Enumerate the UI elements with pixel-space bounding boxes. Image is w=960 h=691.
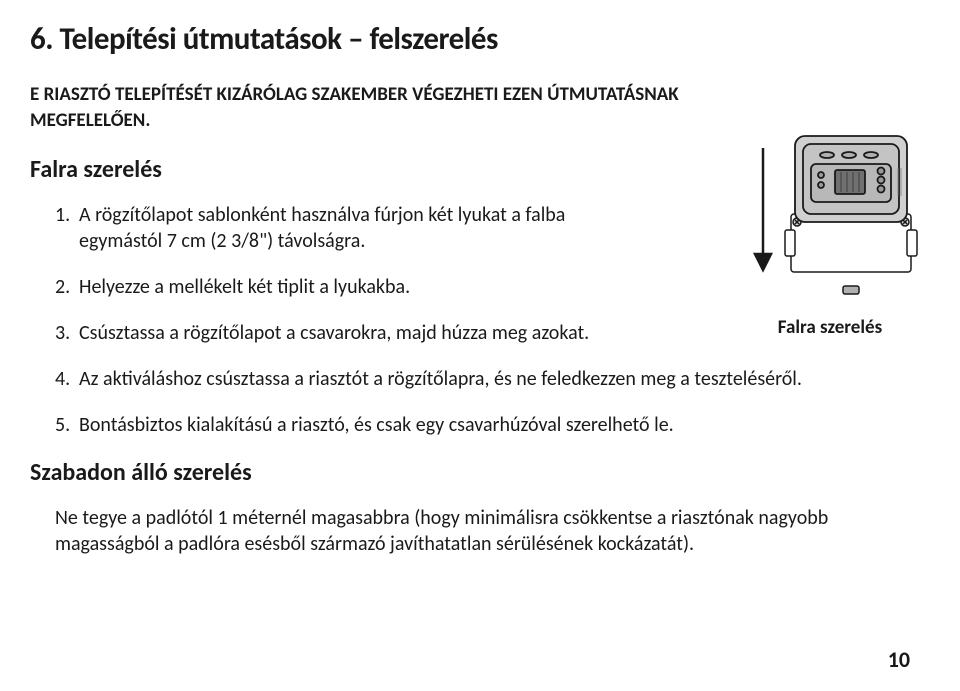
step-number: 1.	[55, 202, 79, 254]
step-text: Csúsztassa a rögzítőlapot a csavarokra, …	[79, 320, 639, 346]
step-4: 4. Az aktiváláshoz csúsztassa a riasztót…	[55, 366, 910, 392]
section-title: 6. Telepítési útmutatások – felszerelés	[30, 20, 910, 58]
page-number: 10	[888, 646, 910, 673]
free-standing-heading: Szabadon álló szerelés	[30, 458, 910, 487]
warning-text: E RIASZTÓ TELEPÍTÉSÉT KIZÁRÓLAG SZAKEMBE…	[30, 82, 730, 133]
step-text: Helyezze a mellékelt két tiplit a lyukak…	[79, 274, 639, 300]
step-number: 3.	[55, 320, 79, 346]
alarm-device-icon	[735, 118, 925, 308]
free-standing-text: Ne tegye a padlótól 1 méternél magasabbr…	[30, 505, 900, 557]
step-text: A rögzítőlapot sablonként használva fúrj…	[79, 202, 639, 254]
step-text: Az aktiváláshoz csúsztassa a riasztót a …	[79, 366, 910, 392]
step-text: Bontásbiztos kialakítású a riasztó, és c…	[79, 412, 910, 438]
diagram-caption: Falra szerelés	[730, 316, 930, 339]
step-number: 5.	[55, 412, 79, 438]
step-number: 2.	[55, 274, 79, 300]
step-number: 4.	[55, 366, 79, 392]
wall-mount-diagram: Falra szerelés	[730, 118, 930, 339]
step-5: 5. Bontásbiztos kialakítású a riasztó, é…	[55, 412, 910, 438]
